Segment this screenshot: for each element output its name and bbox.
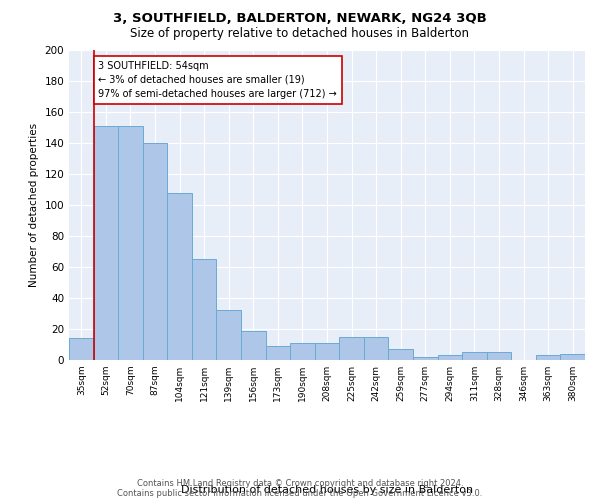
Text: Contains HM Land Registry data © Crown copyright and database right 2024.: Contains HM Land Registry data © Crown c… (137, 479, 463, 488)
Bar (437, 356, 462, 360)
Bar (69, 338, 94, 360)
Bar (143, 143, 167, 360)
Bar (217, 310, 241, 360)
Bar (364, 337, 388, 360)
Bar (487, 352, 511, 360)
Bar (339, 337, 364, 360)
Bar (413, 357, 437, 360)
Bar (536, 356, 560, 360)
Text: 3 SOUTHFIELD: 54sqm
← 3% of detached houses are smaller (19)
97% of semi-detache: 3 SOUTHFIELD: 54sqm ← 3% of detached hou… (98, 61, 337, 99)
Text: Size of property relative to detached houses in Balderton: Size of property relative to detached ho… (131, 28, 470, 40)
Bar (94, 126, 118, 360)
Bar (462, 352, 487, 360)
X-axis label: Distribution of detached houses by size in Balderton: Distribution of detached houses by size … (181, 484, 473, 494)
Bar (266, 346, 290, 360)
Bar (192, 259, 217, 360)
Bar (315, 343, 339, 360)
Y-axis label: Number of detached properties: Number of detached properties (29, 123, 39, 287)
Bar (241, 330, 266, 360)
Bar (560, 354, 585, 360)
Text: Contains public sector information licensed under the Open Government Licence v3: Contains public sector information licen… (118, 489, 482, 498)
Bar (388, 349, 413, 360)
Bar (118, 126, 143, 360)
Text: 3, SOUTHFIELD, BALDERTON, NEWARK, NG24 3QB: 3, SOUTHFIELD, BALDERTON, NEWARK, NG24 3… (113, 12, 487, 26)
Bar (290, 343, 315, 360)
Bar (167, 192, 192, 360)
